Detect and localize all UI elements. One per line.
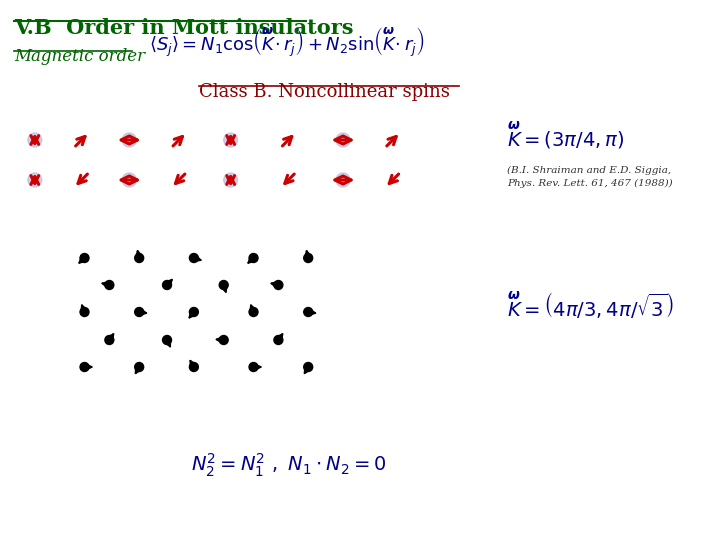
Circle shape: [80, 253, 89, 262]
Circle shape: [105, 335, 114, 345]
Circle shape: [219, 335, 228, 345]
Circle shape: [219, 280, 228, 289]
Circle shape: [80, 362, 89, 372]
Text: $\langle S_j \rangle = N_1 \cos\!\left(\overset{\boldsymbol{\omega}}{K}\!\cdot r: $\langle S_j \rangle = N_1 \cos\!\left(\…: [149, 25, 425, 59]
Circle shape: [122, 173, 136, 187]
Text: $\overset{\boldsymbol{\omega}}{K} = \left(4\pi/3,4\pi/\sqrt{3}\right)$: $\overset{\boldsymbol{\omega}}{K} = \lef…: [507, 289, 674, 321]
Circle shape: [224, 133, 238, 147]
Circle shape: [304, 362, 312, 372]
Circle shape: [274, 335, 283, 345]
Text: Magnetic order: Magnetic order: [14, 48, 145, 65]
Text: V.B  Order in Mott insulators: V.B Order in Mott insulators: [14, 18, 354, 38]
Circle shape: [189, 362, 198, 372]
Circle shape: [163, 335, 171, 345]
Text: Class B. Noncollinear spins: Class B. Noncollinear spins: [199, 83, 450, 101]
Circle shape: [189, 307, 198, 316]
Text: $N_2^2 = N_1^2 \ , \ N_1 \cdot N_2 = 0$: $N_2^2 = N_1^2 \ , \ N_1 \cdot N_2 = 0$: [191, 451, 386, 478]
Circle shape: [135, 362, 144, 372]
Circle shape: [224, 173, 238, 187]
Text: Phys. Rev. Lett. 61, 467 (1988)): Phys. Rev. Lett. 61, 467 (1988)): [507, 179, 672, 188]
Circle shape: [336, 133, 350, 147]
Circle shape: [249, 253, 258, 262]
Circle shape: [163, 280, 171, 289]
Circle shape: [249, 362, 258, 372]
Text: $\overset{\boldsymbol{\omega}}{K} = \left(3\pi/4,\pi\right)$: $\overset{\boldsymbol{\omega}}{K} = \lef…: [507, 119, 624, 151]
Circle shape: [28, 173, 42, 187]
Circle shape: [336, 173, 350, 187]
Circle shape: [249, 307, 258, 316]
Circle shape: [189, 253, 198, 262]
Circle shape: [304, 253, 312, 262]
Circle shape: [274, 280, 283, 289]
Circle shape: [105, 280, 114, 289]
Circle shape: [135, 253, 144, 262]
Circle shape: [122, 133, 136, 147]
Circle shape: [80, 307, 89, 316]
Text: (B.I. Shraiman and E.D. Siggia,: (B.I. Shraiman and E.D. Siggia,: [507, 166, 671, 175]
Circle shape: [304, 307, 312, 316]
Circle shape: [135, 307, 144, 316]
Circle shape: [28, 133, 42, 147]
